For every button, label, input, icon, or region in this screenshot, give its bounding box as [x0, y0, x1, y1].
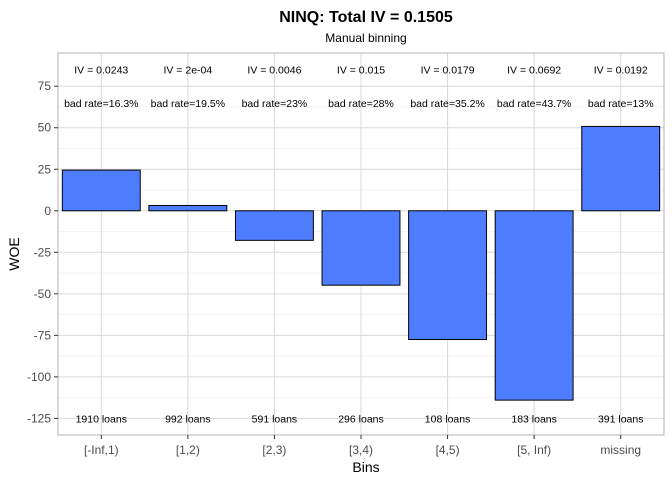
annotation-labels: IV = 0.0243 bad rate=16.3% 1910 loans IV = …	[64, 65, 653, 426]
loan-count-label: 1910 loans	[76, 413, 127, 425]
y-axis-title: WOE	[6, 237, 22, 270]
y-tick-label: -75	[34, 328, 52, 342]
bad-rate-label: bad rate=23%	[242, 98, 308, 110]
loan-count-label: 108 loans	[425, 413, 471, 425]
x-axis-title: Bins	[352, 459, 379, 475]
chart-subtitle: Manual binning	[325, 31, 406, 45]
loan-count-label: 183 loans	[511, 413, 557, 425]
woe-bar	[321, 210, 401, 286]
x-tick-label: [5, Inf)	[517, 443, 551, 457]
bad-rate-label: bad rate=43.7%	[497, 98, 571, 110]
loan-count-label: 591 loans	[252, 413, 298, 425]
x-tick-label: [1,2)	[176, 443, 200, 457]
loan-count-label: 296 loans	[338, 413, 384, 425]
y-tick-label: -50	[34, 287, 52, 301]
iv-label: IV = 0.015	[337, 65, 385, 77]
iv-label: IV = 0.0192	[594, 65, 648, 77]
woe-bar	[494, 210, 574, 401]
x-tick-label: missing	[600, 443, 641, 457]
y-tick-label: 0	[44, 204, 51, 218]
y-tick-label: -125	[27, 411, 51, 425]
bad-rate-label: bad rate=35.2%	[410, 98, 484, 110]
y-tick-label: 50	[38, 121, 52, 135]
x-tick-label: [3,4)	[349, 443, 373, 457]
iv-label: IV = 0.0179	[421, 65, 475, 77]
bad-rate-label: bad rate=19.5%	[151, 98, 225, 110]
bad-rate-label: bad rate=28%	[328, 98, 394, 110]
iv-label: IV = 0.0243	[74, 65, 128, 77]
y-tick-label: 75	[38, 79, 52, 93]
y-tick-label: -25	[34, 245, 52, 259]
woe-bar	[408, 210, 488, 340]
bad-rate-label: bad rate=16.3%	[64, 98, 138, 110]
loan-count-label: 992 loans	[165, 413, 211, 425]
bad-rate-label: bad rate=13%	[588, 98, 654, 110]
x-tick-label: [4,5)	[436, 443, 460, 457]
woe-bar	[61, 169, 141, 212]
woe-bar	[234, 210, 314, 241]
iv-label: IV = 0.0046	[247, 65, 301, 77]
bars-layer	[61, 125, 661, 401]
x-tick-label: [-Inf,1)	[84, 443, 119, 457]
woe-bar	[148, 204, 228, 212]
woe-bar	[581, 125, 661, 212]
axes-layer: -125 -100 -75 -50 -25 0 25 50 75 [-Inf,1) [1,2) [2,…	[27, 52, 665, 457]
iv-label: IV = 0.0692	[507, 65, 561, 77]
y-tick-label: -100	[27, 370, 51, 384]
loan-count-label: 391 loans	[598, 413, 644, 425]
chart-title: NINQ: Total IV = 0.1505	[279, 9, 453, 26]
x-tick-label: [2,3)	[262, 443, 286, 457]
iv-label: IV = 2e-04	[163, 65, 212, 77]
y-tick-label: 25	[38, 162, 52, 176]
